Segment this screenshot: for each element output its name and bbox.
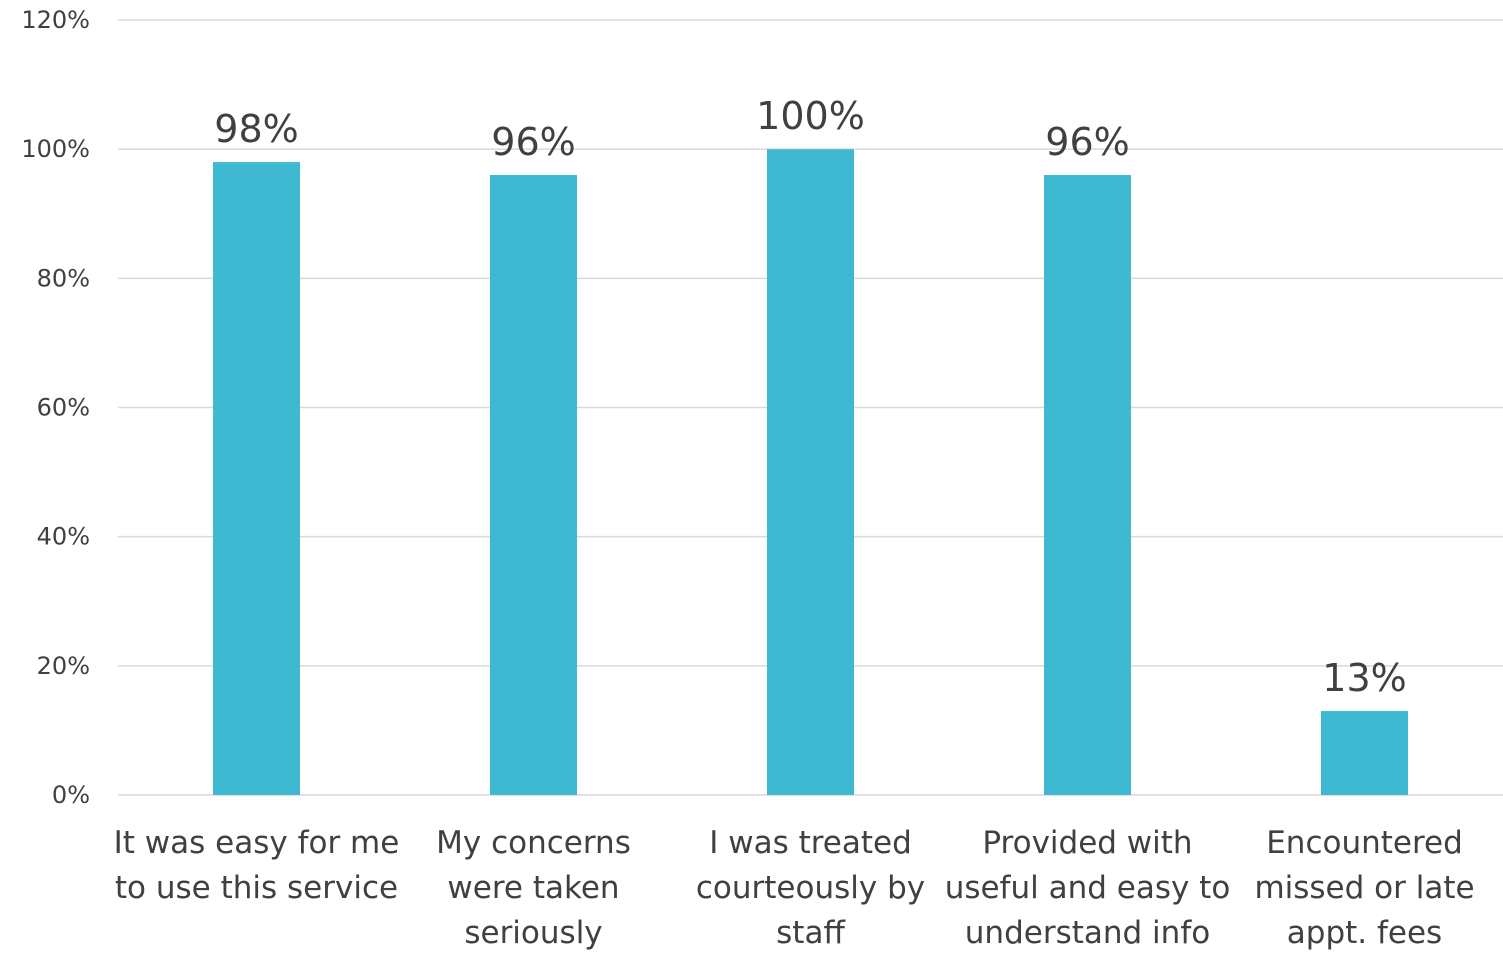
category-labels: It was easy for me to use this service My …	[114, 825, 1475, 951]
data-label: 13%	[1322, 656, 1406, 700]
y-tick-label: 120%	[21, 6, 90, 34]
bar	[490, 175, 577, 795]
category-label: appt. fees	[1287, 915, 1442, 951]
y-tick-label: 100%	[21, 135, 90, 163]
category-label: I was treated	[709, 825, 912, 861]
category-label: courteously by	[696, 870, 925, 906]
bar	[1321, 711, 1408, 795]
category-label: staff	[776, 915, 845, 951]
category-label: to use this service	[115, 870, 398, 906]
y-tick-label: 60%	[37, 394, 90, 422]
data-label: 100%	[756, 94, 865, 138]
y-axis-ticks: 0% 20% 40% 60% 80% 100% 120%	[21, 6, 90, 809]
bars	[213, 149, 1408, 796]
data-label: 96%	[1045, 120, 1129, 164]
bar	[767, 149, 854, 795]
category-label: My concerns	[436, 825, 631, 861]
category-label: Provided with	[982, 825, 1192, 861]
category-label: were taken	[447, 870, 619, 906]
bar	[213, 162, 300, 796]
data-labels: 98% 96% 100% 96% 13%	[214, 94, 1406, 700]
y-tick-label: 0%	[52, 781, 90, 809]
bar	[1044, 175, 1131, 795]
category-label: It was easy for me	[114, 825, 400, 861]
y-tick-label: 40%	[37, 523, 90, 551]
data-label: 96%	[491, 120, 575, 164]
category-label: useful and easy to	[945, 870, 1231, 906]
category-label: missed or late	[1254, 870, 1474, 906]
category-label: seriously	[464, 915, 602, 951]
category-label: understand info	[965, 915, 1210, 951]
y-tick-label: 80%	[37, 264, 90, 292]
category-label: Encountered	[1266, 825, 1463, 861]
data-label: 98%	[214, 107, 298, 151]
y-tick-label: 20%	[37, 652, 90, 680]
